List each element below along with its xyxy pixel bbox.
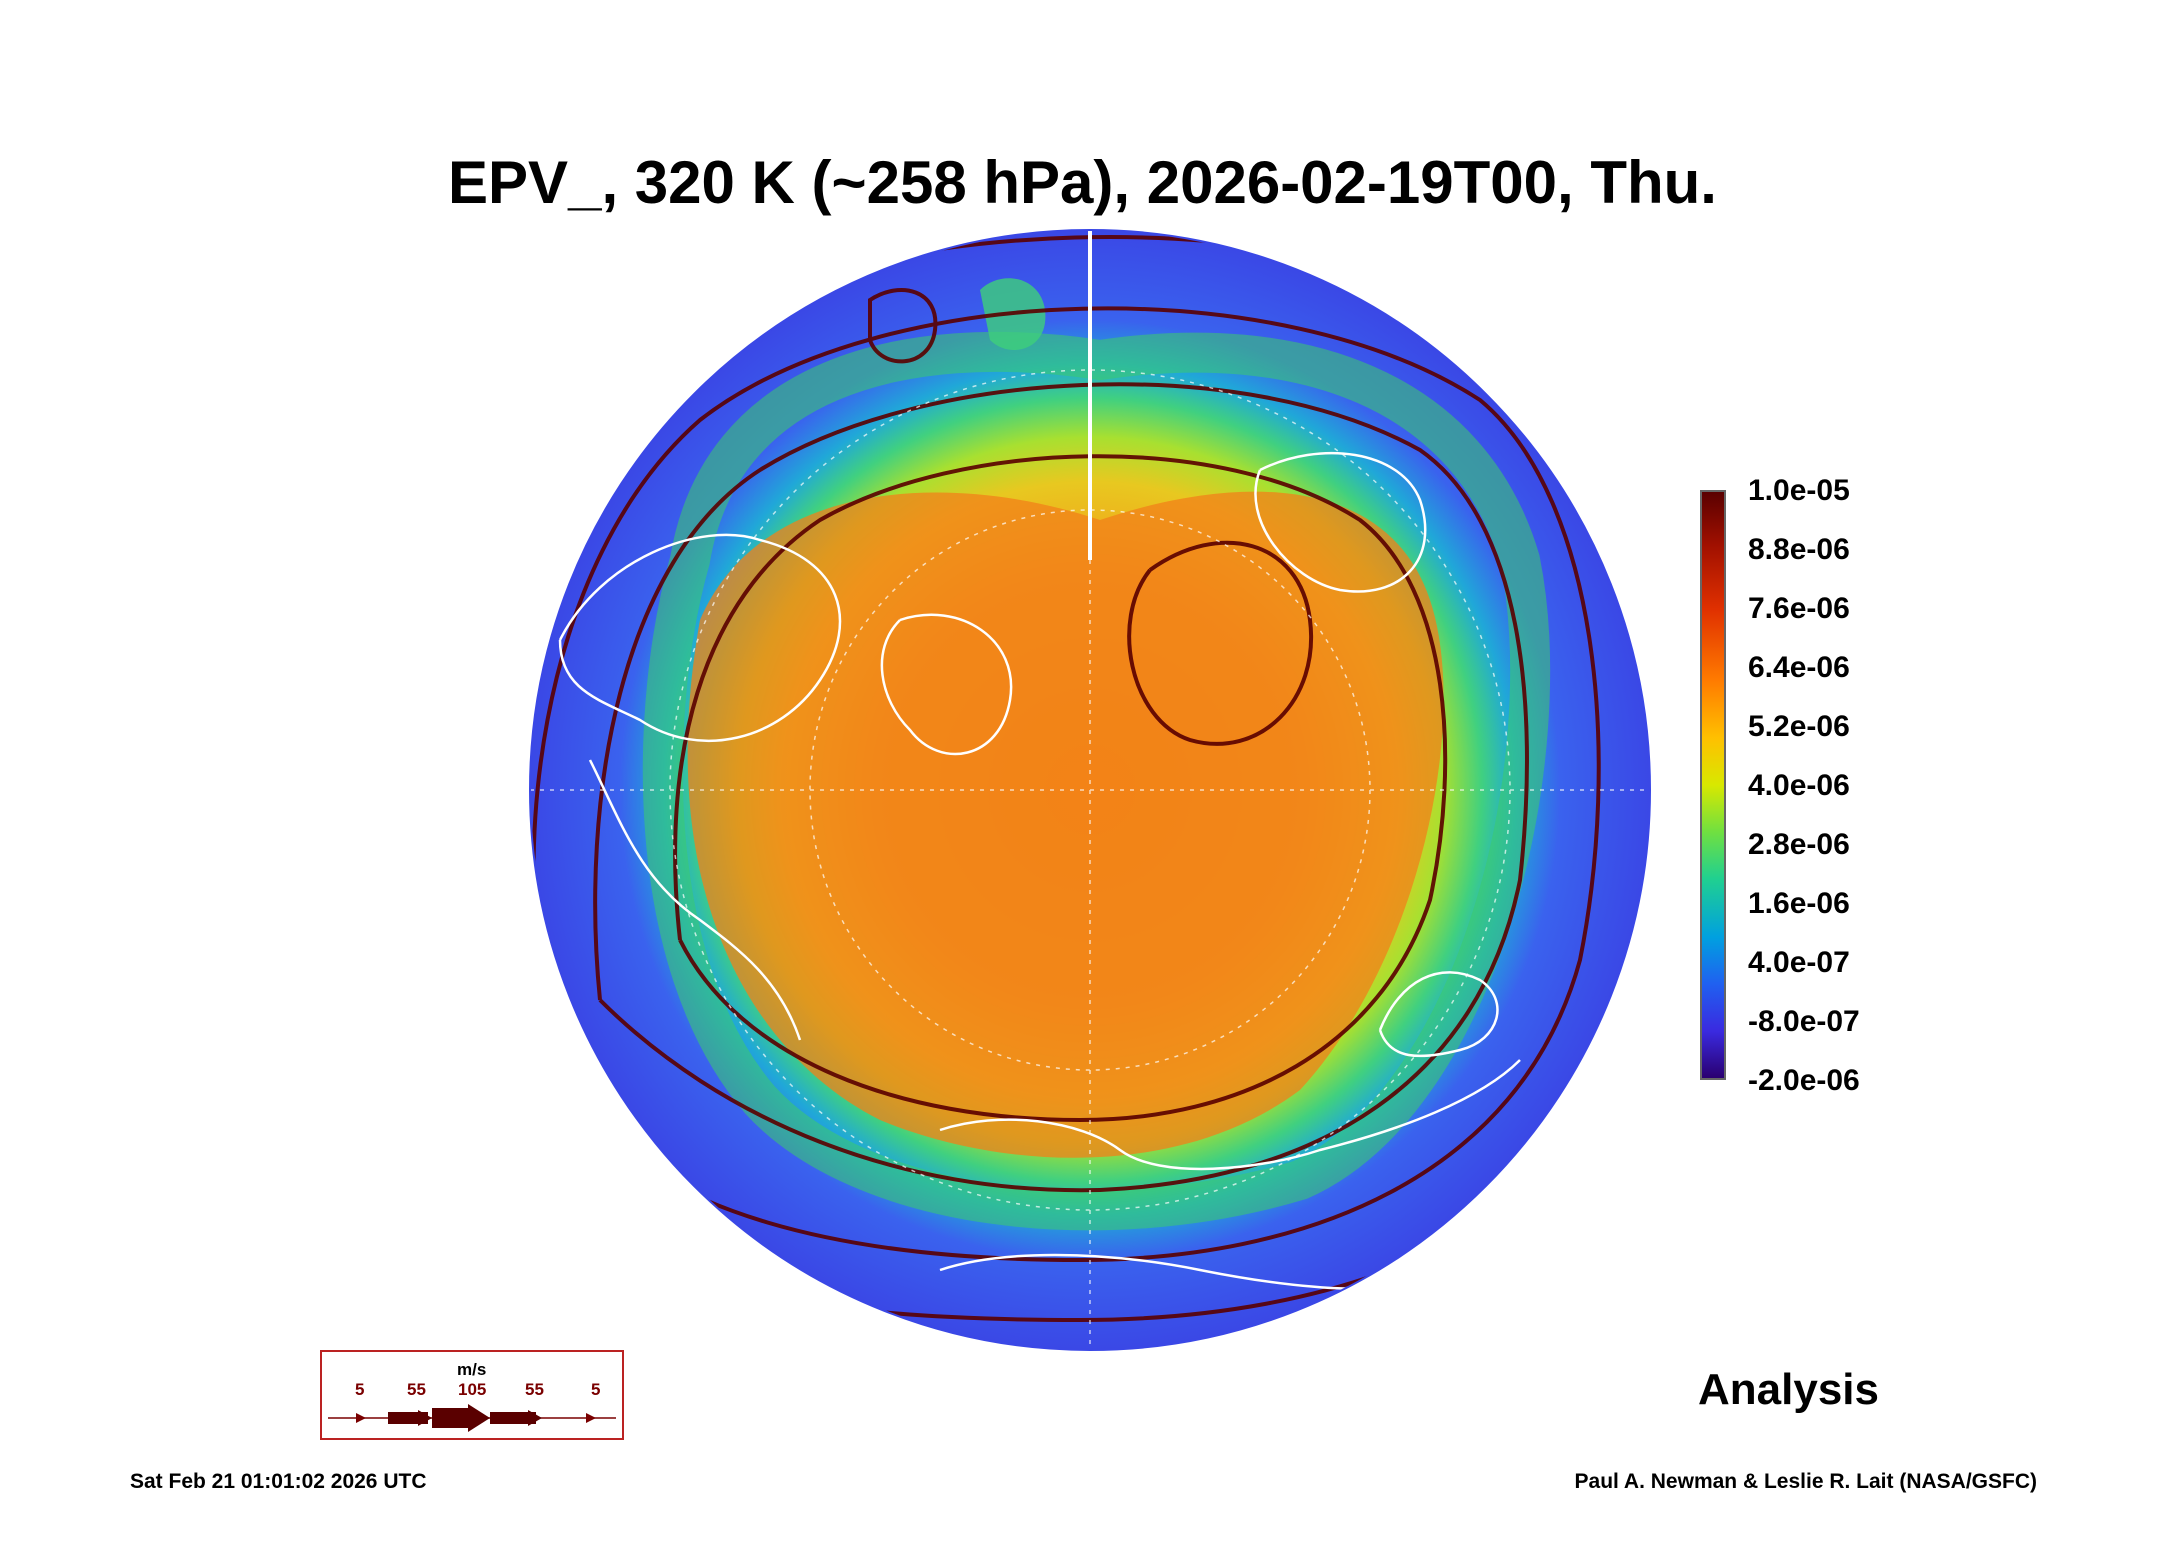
legend-value: 5 — [591, 1380, 601, 1399]
pv-lobe-green — [642, 331, 1551, 1231]
coastline — [588, 759, 802, 1041]
legend-value: 105 — [458, 1380, 487, 1399]
colorbar-tick-label: 4.0e-06 — [1748, 769, 1850, 802]
coastline — [1254, 451, 1427, 593]
panel-label: Analysis — [1698, 1365, 1879, 1414]
legend-value: 55 — [525, 1380, 544, 1399]
legend-value: 55 — [407, 1380, 426, 1399]
streamline — [868, 288, 938, 364]
colorbar-tick-label: 4.0e-07 — [1748, 946, 1850, 979]
colorbar-tick-label: -8.0e-07 — [1748, 1005, 1860, 1038]
colorbar-tick-label: 8.8e-06 — [1748, 533, 1850, 566]
legend-value: 5 — [355, 1380, 365, 1399]
colorbar-tick-label: 1.6e-06 — [1748, 887, 1850, 920]
legend-arrowhead — [468, 1404, 490, 1432]
colorbar-tick-label: 5.2e-06 — [1748, 710, 1850, 743]
credit-line: Paul A. Newman & Leslie R. Lait (NASA/GS… — [1574, 1470, 2037, 1493]
globe-outline — [529, 229, 1651, 1351]
colorbar-tick-label: 2.8e-06 — [1748, 828, 1850, 861]
colorbar-tick-label: -2.0e-06 — [1748, 1064, 1860, 1097]
coastline — [880, 613, 1013, 756]
legend-bar — [490, 1412, 536, 1424]
legend-bar — [432, 1408, 472, 1428]
streamline — [1127, 540, 1314, 746]
coastline — [1378, 971, 1499, 1058]
streamline — [531, 306, 1601, 1263]
pv-lobe-orange — [687, 491, 1444, 1158]
generated-timestamp: Sat Feb 21 01:01:02 2026 UTC — [130, 1470, 427, 1493]
legend-arrow-graphic — [328, 1404, 616, 1432]
colorbar-tick-label: 1.0e-05 — [1748, 474, 1850, 507]
legend-arrowhead — [418, 1410, 432, 1426]
wind-speed-legend: m/s 5 55 105 55 5 — [320, 1350, 624, 1440]
colorbar-tick-label: 7.6e-06 — [1748, 592, 1850, 625]
graticule — [530, 230, 1650, 1350]
legend-arrowhead — [356, 1413, 366, 1423]
coastline — [558, 533, 842, 742]
legend-unit: m/s — [457, 1360, 487, 1379]
graticule-circle — [809, 509, 1371, 1071]
streamline — [673, 454, 1448, 1123]
coastline — [939, 1059, 1521, 1171]
plot-title: EPV_, 320 K (~258 hPa), 2026-02-19T00, T… — [448, 149, 1717, 216]
graticule-circle — [669, 369, 1511, 1211]
legend-arrowhead — [586, 1413, 596, 1423]
legend-arrowhead — [528, 1410, 542, 1426]
streamline — [593, 382, 1529, 1193]
colorbar-tick-label: 6.4e-06 — [1748, 651, 1850, 684]
colorbar — [1700, 490, 1726, 1080]
